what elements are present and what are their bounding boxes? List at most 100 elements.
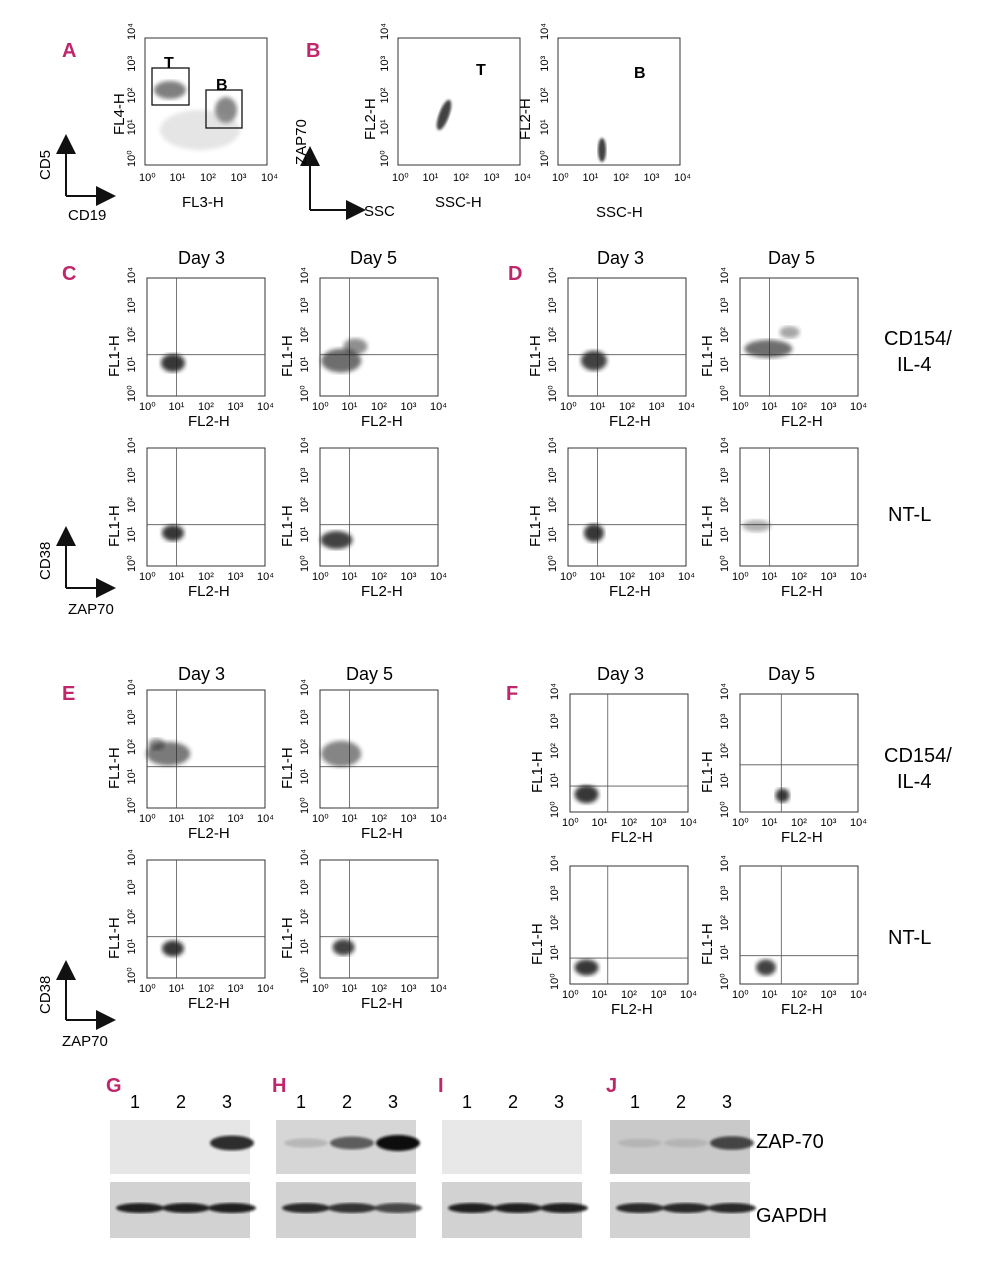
flow-xlabel: FL2-H <box>781 829 823 846</box>
panel-a-ytick: 10¹ <box>126 119 138 135</box>
flow-xlabel: FL2-H <box>609 583 651 600</box>
flow-ytick: 10¹ <box>299 356 311 372</box>
panel-b-b-xtick: 10¹ <box>583 172 599 184</box>
condition-stim-f-1: CD154/ <box>884 745 952 767</box>
panel-b-b-ytick: 10² <box>539 87 551 103</box>
flow-xtick: 10² <box>791 571 807 583</box>
axis-key-zap70-c: ZAP70 <box>68 601 114 618</box>
flow-ytick: 10⁴ <box>719 437 731 454</box>
flow-xtick: 10³ <box>821 989 837 1001</box>
flow-ytick: 10² <box>547 497 559 513</box>
flow-xtick: 10³ <box>821 571 837 583</box>
flow-xtick: 10³ <box>651 989 667 1001</box>
flow-xlabel: FL2-H <box>781 1001 823 1018</box>
flow-xtick: 10⁴ <box>680 989 697 1001</box>
flow-xtick: 10³ <box>821 817 837 829</box>
flow-xtick: 10³ <box>228 813 244 825</box>
blot-i: 1 2 3 <box>442 1092 588 1238</box>
panel-letter-g: G <box>106 1075 122 1097</box>
flow-ytick: 10⁰ <box>719 973 731 990</box>
flow-xlabel: FL2-H <box>611 1001 653 1018</box>
panel-b-b-xtick: 10³ <box>644 172 660 184</box>
blot-g: 1 2 3 <box>110 1092 256 1238</box>
axis-key-cd38-c: CD38 <box>37 542 54 580</box>
flow-xlabel: FL2-H <box>781 413 823 430</box>
flow-ytick: 10² <box>126 739 138 755</box>
flow-xtick: 10⁴ <box>850 817 867 829</box>
flow-ytick: 10⁴ <box>547 437 559 454</box>
flow-xlabel: FL2-H <box>361 995 403 1012</box>
flow-ytick: 10² <box>719 915 731 931</box>
flow-ytick: 10³ <box>299 297 311 313</box>
blot-lane-label: 3 <box>554 1092 564 1112</box>
flow-xtick: 10¹ <box>592 989 608 1001</box>
condition-control-d: NT-L <box>888 504 931 526</box>
flow-ytick: 10³ <box>547 297 559 313</box>
flow-xtick: 10⁴ <box>257 571 274 583</box>
flow-xtick: 10¹ <box>762 571 778 583</box>
flow-ytick: 10⁴ <box>299 679 311 696</box>
panel-b-ylabel-t: FL2-H <box>362 98 379 140</box>
flow-xlabel: FL2-H <box>188 413 230 430</box>
panel-a-xtick: 10¹ <box>170 172 186 184</box>
flow-xtick: 10⁴ <box>680 817 697 829</box>
panel-b-t-xtick: 10⁰ <box>392 172 409 184</box>
flow-xtick: 10² <box>371 401 387 413</box>
flow-ytick: 10⁴ <box>549 855 561 872</box>
axis-key-zap70-e: ZAP70 <box>62 1033 108 1050</box>
flow-xtick: 10³ <box>649 401 665 413</box>
panel-b-b-ytick: 10⁰ <box>539 150 551 167</box>
flow-ytick: 10³ <box>719 885 731 901</box>
flow-ytick: 10⁰ <box>299 967 311 984</box>
flow-xtick: 10⁰ <box>732 401 749 413</box>
flow-xlabel: FL2-H <box>361 825 403 842</box>
flow-xtick: 10² <box>619 401 635 413</box>
panel-letter-a: A <box>62 40 76 62</box>
flow-ylabel: FL1-H <box>279 747 296 789</box>
axis-key-cd19: CD19 <box>68 207 106 224</box>
flow-ytick: 10⁴ <box>719 267 731 284</box>
flow-xtick: 10⁴ <box>430 401 447 413</box>
flow-xtick: 10⁰ <box>312 813 329 825</box>
flow-xtick: 10⁴ <box>678 571 695 583</box>
flow-xtick: 10³ <box>401 983 417 995</box>
panel-a-ylabel: FL4-H <box>111 93 128 135</box>
panel-b-plot-t: T SSC-H FL2-H <box>362 37 521 211</box>
panel-b-t-ytick: 10³ <box>379 56 391 72</box>
flow-ytick: 10⁴ <box>126 437 138 454</box>
gate-b-label: B <box>216 77 228 94</box>
flow-xtick: 10¹ <box>762 989 778 1001</box>
panel-letter-c: C <box>62 263 76 285</box>
flow-ytick: 10⁰ <box>549 801 561 818</box>
flow-ytick: 10¹ <box>126 768 138 784</box>
flow-ytick: 10² <box>547 327 559 343</box>
flow-ytick: 10¹ <box>299 938 311 954</box>
flow-xtick: 10¹ <box>169 401 185 413</box>
flow-xtick: 10¹ <box>342 983 358 995</box>
blot-label-gapdh: GAPDH <box>756 1205 827 1227</box>
day3-header-d: Day 3 <box>597 248 644 268</box>
flow-xtick: 10² <box>791 401 807 413</box>
flow-xtick: 10⁴ <box>850 571 867 583</box>
flow-ytick: 10⁰ <box>299 385 311 402</box>
flow-ytick: 10⁰ <box>719 555 731 572</box>
gate-b-box <box>205 89 243 129</box>
flow-xtick: 10² <box>198 983 214 995</box>
condition-stim-d-2: IL-4 <box>897 354 931 376</box>
flow-ytick: 10⁴ <box>299 849 311 866</box>
panel-letter-e: E <box>62 683 75 705</box>
flow-ytick: 10¹ <box>126 938 138 954</box>
panel-a-xlabel: FL3-H <box>182 194 224 211</box>
flow-ytick: 10³ <box>126 879 138 895</box>
flow-ytick: 10² <box>299 497 311 513</box>
flow-xtick: 10⁰ <box>732 989 749 1001</box>
flow-ytick: 10⁰ <box>126 555 138 572</box>
